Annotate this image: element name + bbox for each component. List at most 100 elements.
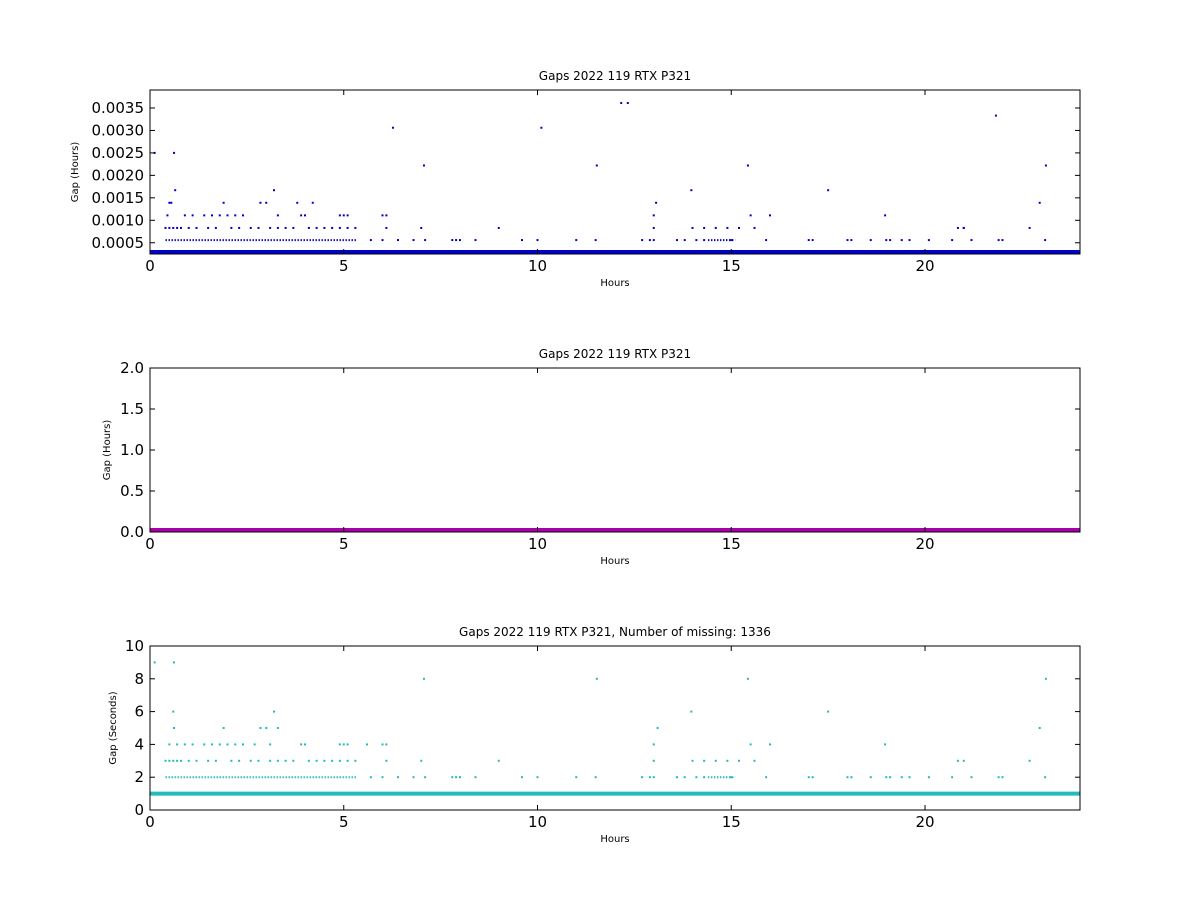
panel-3-y-tick-label-3: 6 (134, 703, 144, 721)
panel-3-point-0-37 (652, 743, 655, 746)
panel-1-point-0-29 (226, 214, 229, 217)
panel-2-y-tick-label-4: 2.0 (120, 359, 144, 377)
panel-3-point-2-24 (846, 776, 849, 779)
panel-3-point-2-20 (730, 776, 733, 779)
panel-3-point-2-18 (695, 776, 698, 779)
panel-3-point-0-17 (168, 743, 171, 746)
panel-1-point-1-5 (187, 226, 190, 229)
panel-1-point-0-15 (170, 201, 173, 204)
panel-3-point-1-36 (1028, 759, 1031, 762)
panel-1: Gaps 2022 119 RTX P321 0 5 10 15 20 0.00050.… (70, 69, 1081, 289)
panel-3-point-0-13 (265, 727, 268, 729)
panel-3-point-0-11 (222, 727, 225, 729)
panel-1-point-1-18 (315, 226, 318, 229)
panel-1-point-0-16 (222, 201, 225, 204)
panel-3-point-1-31 (726, 759, 729, 762)
panel-1-point-1-25 (420, 226, 423, 229)
panel-2-x-tick-label-4: 20 (915, 535, 934, 553)
panel-3-point-2-17 (683, 776, 686, 779)
panel-1-point-0-24 (183, 214, 186, 217)
panel-3-point-0-28 (269, 743, 272, 746)
panel-3-point-2-16 (676, 776, 678, 779)
panel-1-point-2-34 (997, 239, 1000, 242)
panel-1-point-2-22 (807, 239, 810, 242)
panel-1-x-tick-label-3: 15 (722, 257, 741, 275)
panel-1-point-0-27 (211, 214, 213, 217)
panel-3-point-0-25 (234, 743, 237, 746)
panel-3-point-1-8 (214, 759, 217, 762)
panel-1-point-0-10 (827, 189, 830, 192)
panel-3-point-2-14 (648, 776, 651, 779)
panel-3-point-0-21 (203, 743, 206, 746)
panel-1-point-1-6 (195, 226, 198, 229)
panel-3-point-2-29 (900, 776, 903, 779)
panel-1-point-1-26 (497, 226, 500, 229)
panel-3-point-2-27 (885, 776, 888, 779)
panel-1-point-2-33 (970, 239, 973, 242)
panel-3-point-0-8 (690, 710, 693, 713)
panel-1-point-0-26 (203, 214, 206, 217)
panel-2-y-axis-label: Gap (Hours) (102, 420, 113, 481)
panel-1-point-0-6 (620, 102, 623, 105)
panel-3-point-2-3 (412, 776, 415, 779)
panel-3-point-2-30 (908, 776, 911, 779)
panel-1-point-1-34 (962, 226, 965, 229)
panel-1-point-1-13 (269, 226, 272, 229)
panel-3-x-ticks: 0 5 10 15 20 (145, 646, 935, 831)
panel-3-point-2-6 (455, 776, 458, 779)
panel-3-point-0-30 (304, 743, 306, 746)
panel-1-x-axis-label: Hours (600, 278, 629, 289)
panel-3-point-2-23 (811, 776, 814, 779)
panel-1-point-2-32 (951, 239, 954, 242)
panel-3-point-1-1 (168, 759, 171, 762)
panel-1-point-1-8 (214, 226, 217, 229)
panel-1-point-0-31 (242, 214, 244, 217)
panel-1-point-2-4 (424, 239, 427, 242)
panel-1-point-0-13 (1044, 164, 1047, 167)
panel-1-point-1-1 (168, 226, 171, 229)
panel-1-point-2-17 (683, 239, 686, 242)
panel-1-point-1-30 (714, 226, 717, 229)
panel-3-point-2-28 (889, 776, 892, 779)
panel-1-point-0-44 (884, 214, 887, 217)
panel-1-point-2-35 (1001, 239, 1004, 242)
panel-3-point-1-33 (753, 759, 756, 762)
panel-3-point-1-6 (195, 759, 198, 762)
panel-1-point-2-30 (908, 239, 911, 242)
panel-3-x-tick-label-1: 5 (339, 813, 349, 831)
panel-3-point-2-0 (369, 776, 372, 779)
panel-2-x-axis-label: Hours (600, 556, 629, 567)
panel-1-point-2-8 (474, 239, 477, 242)
panel-1-point-1-11 (249, 226, 252, 229)
panel-3-point-0-23 (218, 743, 221, 746)
panel-1-point-0-20 (311, 201, 314, 204)
panel-3-point-0-27 (253, 743, 256, 746)
panel-1-point-0-37 (342, 214, 345, 217)
panel-1-y-tick-label-6: 0.0035 (92, 99, 145, 117)
panel-3-point-1-35 (962, 759, 965, 762)
panel-3-point-0-16 (1038, 727, 1041, 729)
panel-3-point-1-26 (497, 759, 500, 762)
panel-1-point-2-27 (885, 239, 888, 242)
panel-3-point-0-40 (884, 743, 887, 746)
panel-3-y-tick-label-1: 2 (134, 768, 144, 786)
panel-3-point-1-4 (180, 759, 182, 762)
panel-3-point-1-19 (323, 759, 326, 762)
panel-3: Gaps 2022 119 RTX P321, Number of missin… (108, 625, 1081, 845)
panel-3-y-axis-label: Gap (Seconds) (108, 691, 119, 764)
panel-3-point-0-18 (176, 743, 179, 746)
panel-2: Gaps 2022 119 RTX P321 0 5 10 15 20 0.0 0.5 1.… (102, 347, 1081, 567)
panel-2-x-tick-label-0: 0 (145, 535, 155, 553)
panel-1-point-1-27 (652, 226, 655, 229)
panel-1-point-0-3 (422, 164, 425, 167)
panel-3-point-1-15 (284, 759, 287, 762)
panel-3-point-1-17 (307, 759, 310, 762)
panel-3-point-0-4 (746, 677, 749, 680)
panel-1-point-1-21 (338, 226, 341, 229)
panel-2-y-ticks: 0.0 0.5 1.0 1.5 2.0 (120, 359, 1080, 541)
panel-3-point-0-1 (173, 661, 176, 664)
panel-3-point-2-34 (997, 776, 1000, 779)
panel-1-point-0-19 (296, 201, 299, 204)
panel-1-point-2-28 (889, 239, 892, 242)
